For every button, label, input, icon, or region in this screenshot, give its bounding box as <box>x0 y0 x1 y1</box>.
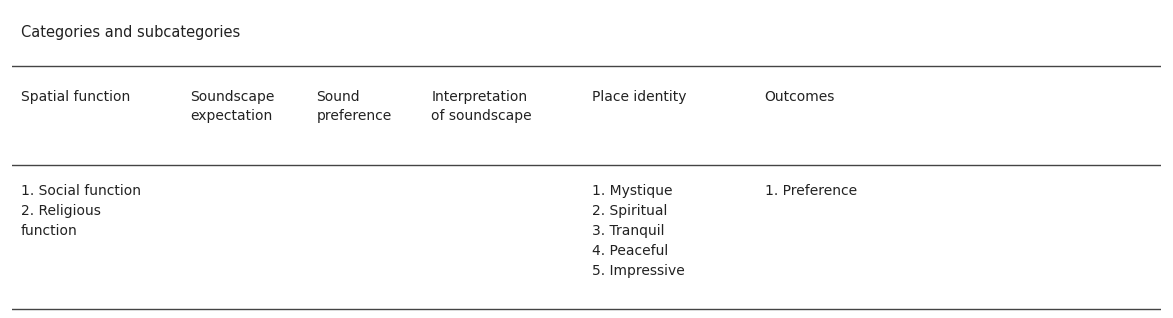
Text: 1. Preference: 1. Preference <box>765 184 856 198</box>
Text: Place identity: Place identity <box>592 90 686 104</box>
Text: Sound
preference: Sound preference <box>317 90 392 123</box>
Text: 1. Mystique
2. Spiritual
3. Tranquil
4. Peaceful
5. Impressive: 1. Mystique 2. Spiritual 3. Tranquil 4. … <box>592 184 685 278</box>
Text: 1. Social function
2. Religious
function: 1. Social function 2. Religious function <box>21 184 141 238</box>
Text: Categories and subcategories: Categories and subcategories <box>21 25 240 40</box>
Text: Spatial function: Spatial function <box>21 90 130 104</box>
Text: Outcomes: Outcomes <box>765 90 835 104</box>
Text: Interpretation
of soundscape: Interpretation of soundscape <box>432 90 531 123</box>
Text: Soundscape
expectation: Soundscape expectation <box>190 90 274 123</box>
